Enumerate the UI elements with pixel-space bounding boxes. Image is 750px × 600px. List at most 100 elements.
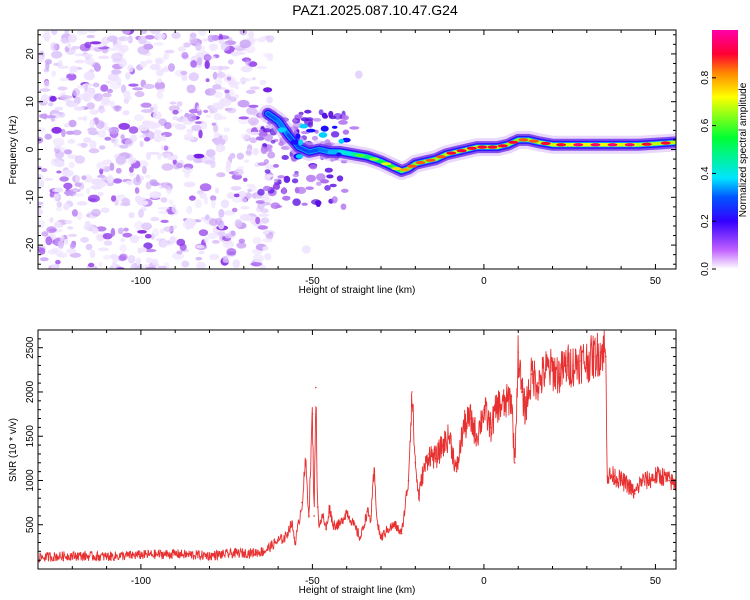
noise-blob xyxy=(112,178,123,184)
ridge-blob xyxy=(277,127,287,133)
noise-blob xyxy=(148,151,160,155)
noise-blob xyxy=(136,200,149,206)
ridge-peak xyxy=(381,162,392,166)
noise-blob xyxy=(205,114,212,118)
snr-point xyxy=(503,404,506,407)
noise-blob xyxy=(304,109,312,114)
noise-blob xyxy=(76,211,83,220)
ridge-peak xyxy=(641,142,652,146)
noise-blob xyxy=(214,77,223,86)
noise-blob xyxy=(255,216,261,225)
noise-blob xyxy=(141,166,147,175)
noise-blob xyxy=(200,121,208,130)
noise-blob xyxy=(257,225,269,230)
noise-blob xyxy=(100,84,109,92)
noise-blob xyxy=(82,54,94,58)
noise-blob xyxy=(314,200,322,206)
noise-blob xyxy=(137,160,149,168)
noise-blob xyxy=(198,129,203,139)
noise-blob xyxy=(254,163,259,168)
snr-point xyxy=(311,413,314,415)
snr-point xyxy=(551,369,554,371)
noise-blob xyxy=(97,191,104,197)
noise-blob xyxy=(55,206,63,212)
snr-series-line xyxy=(38,330,676,563)
noise-blob xyxy=(40,94,50,103)
noise-blob xyxy=(67,233,78,237)
noise-blob xyxy=(326,174,334,179)
ridge-peak xyxy=(607,143,618,147)
noise-blob xyxy=(212,124,219,133)
ridge-peak xyxy=(624,143,635,147)
noise-blob xyxy=(213,112,222,121)
noise-blob xyxy=(154,81,166,90)
noise-blob xyxy=(49,191,55,198)
noise-blob xyxy=(263,185,271,192)
noise-blob xyxy=(144,233,152,239)
colorbar: 0.0 0.2 0.4 0.6 0.8 Normalized spectral ampl… xyxy=(700,30,749,276)
ridge-peak xyxy=(497,144,508,148)
noise-blob xyxy=(166,187,172,195)
noise-blob xyxy=(67,226,74,230)
snr-point xyxy=(318,523,321,526)
noise-blob xyxy=(119,202,131,207)
ridge-blob xyxy=(295,133,301,140)
noise-blob xyxy=(208,43,218,52)
snr-point xyxy=(325,528,327,530)
x-tick-label: -100 xyxy=(131,576,151,587)
noise-blob xyxy=(193,153,205,159)
noise-blob xyxy=(283,175,291,183)
noise-blob xyxy=(86,187,91,195)
ridge-peak xyxy=(369,157,380,161)
noise-blob xyxy=(294,114,303,119)
ridge-blob xyxy=(336,152,342,157)
snr-point xyxy=(603,346,605,349)
noise-blob xyxy=(209,65,221,71)
noise-blob xyxy=(248,104,259,108)
noise-blob xyxy=(198,250,205,255)
noise-blob xyxy=(246,106,258,115)
snr-point xyxy=(654,475,657,477)
noise-blob xyxy=(75,174,81,183)
snr-point xyxy=(369,519,372,522)
noise-blob xyxy=(111,69,122,75)
ridge-blob xyxy=(318,132,328,138)
colorbar-ticks: 0.0 0.2 0.4 0.6 0.8 xyxy=(700,70,716,276)
noise-blob xyxy=(144,137,151,142)
noise-blob xyxy=(72,88,81,97)
snr-point xyxy=(579,360,581,362)
noise-blob xyxy=(187,113,197,122)
ridge-blob xyxy=(320,125,329,132)
snr-x-label: Height of straight line (km) xyxy=(299,585,416,596)
snr-point xyxy=(277,539,279,542)
noise-blob xyxy=(86,102,95,110)
noise-blob xyxy=(80,236,89,243)
noise-blob xyxy=(220,42,230,52)
x-tick-label: -50 xyxy=(305,576,320,587)
snr-point xyxy=(376,523,379,526)
noise-blob xyxy=(203,236,209,244)
noise-blob xyxy=(232,259,240,269)
noise-blob xyxy=(226,107,237,114)
noise-blob xyxy=(46,226,57,234)
noise-blob xyxy=(79,93,89,100)
spectrogram-x-axis: -100 -50 0 50 xyxy=(37,30,661,287)
noise-blob xyxy=(68,34,78,43)
noise-blob xyxy=(144,35,155,40)
snr-y-axis: 500 1000 1500 2000 2500 xyxy=(25,329,676,570)
noise-blob xyxy=(125,95,133,101)
noise-blob xyxy=(111,52,123,62)
spectrogram-y-axis: -20 -10 0 10 20 xyxy=(25,34,676,265)
noise-blob xyxy=(122,232,133,238)
noise-blob xyxy=(155,33,166,40)
snr-x-axis: -100 -50 0 50 xyxy=(37,330,661,587)
noise-blob xyxy=(38,247,46,255)
noise-blob xyxy=(140,30,148,35)
noise-blob xyxy=(186,128,194,134)
noise-blob xyxy=(168,63,175,72)
noise-blob xyxy=(129,166,134,173)
noise-blob xyxy=(100,207,110,213)
noise-blob xyxy=(248,185,257,192)
noise-blob xyxy=(134,221,144,230)
noise-blob xyxy=(123,227,129,232)
